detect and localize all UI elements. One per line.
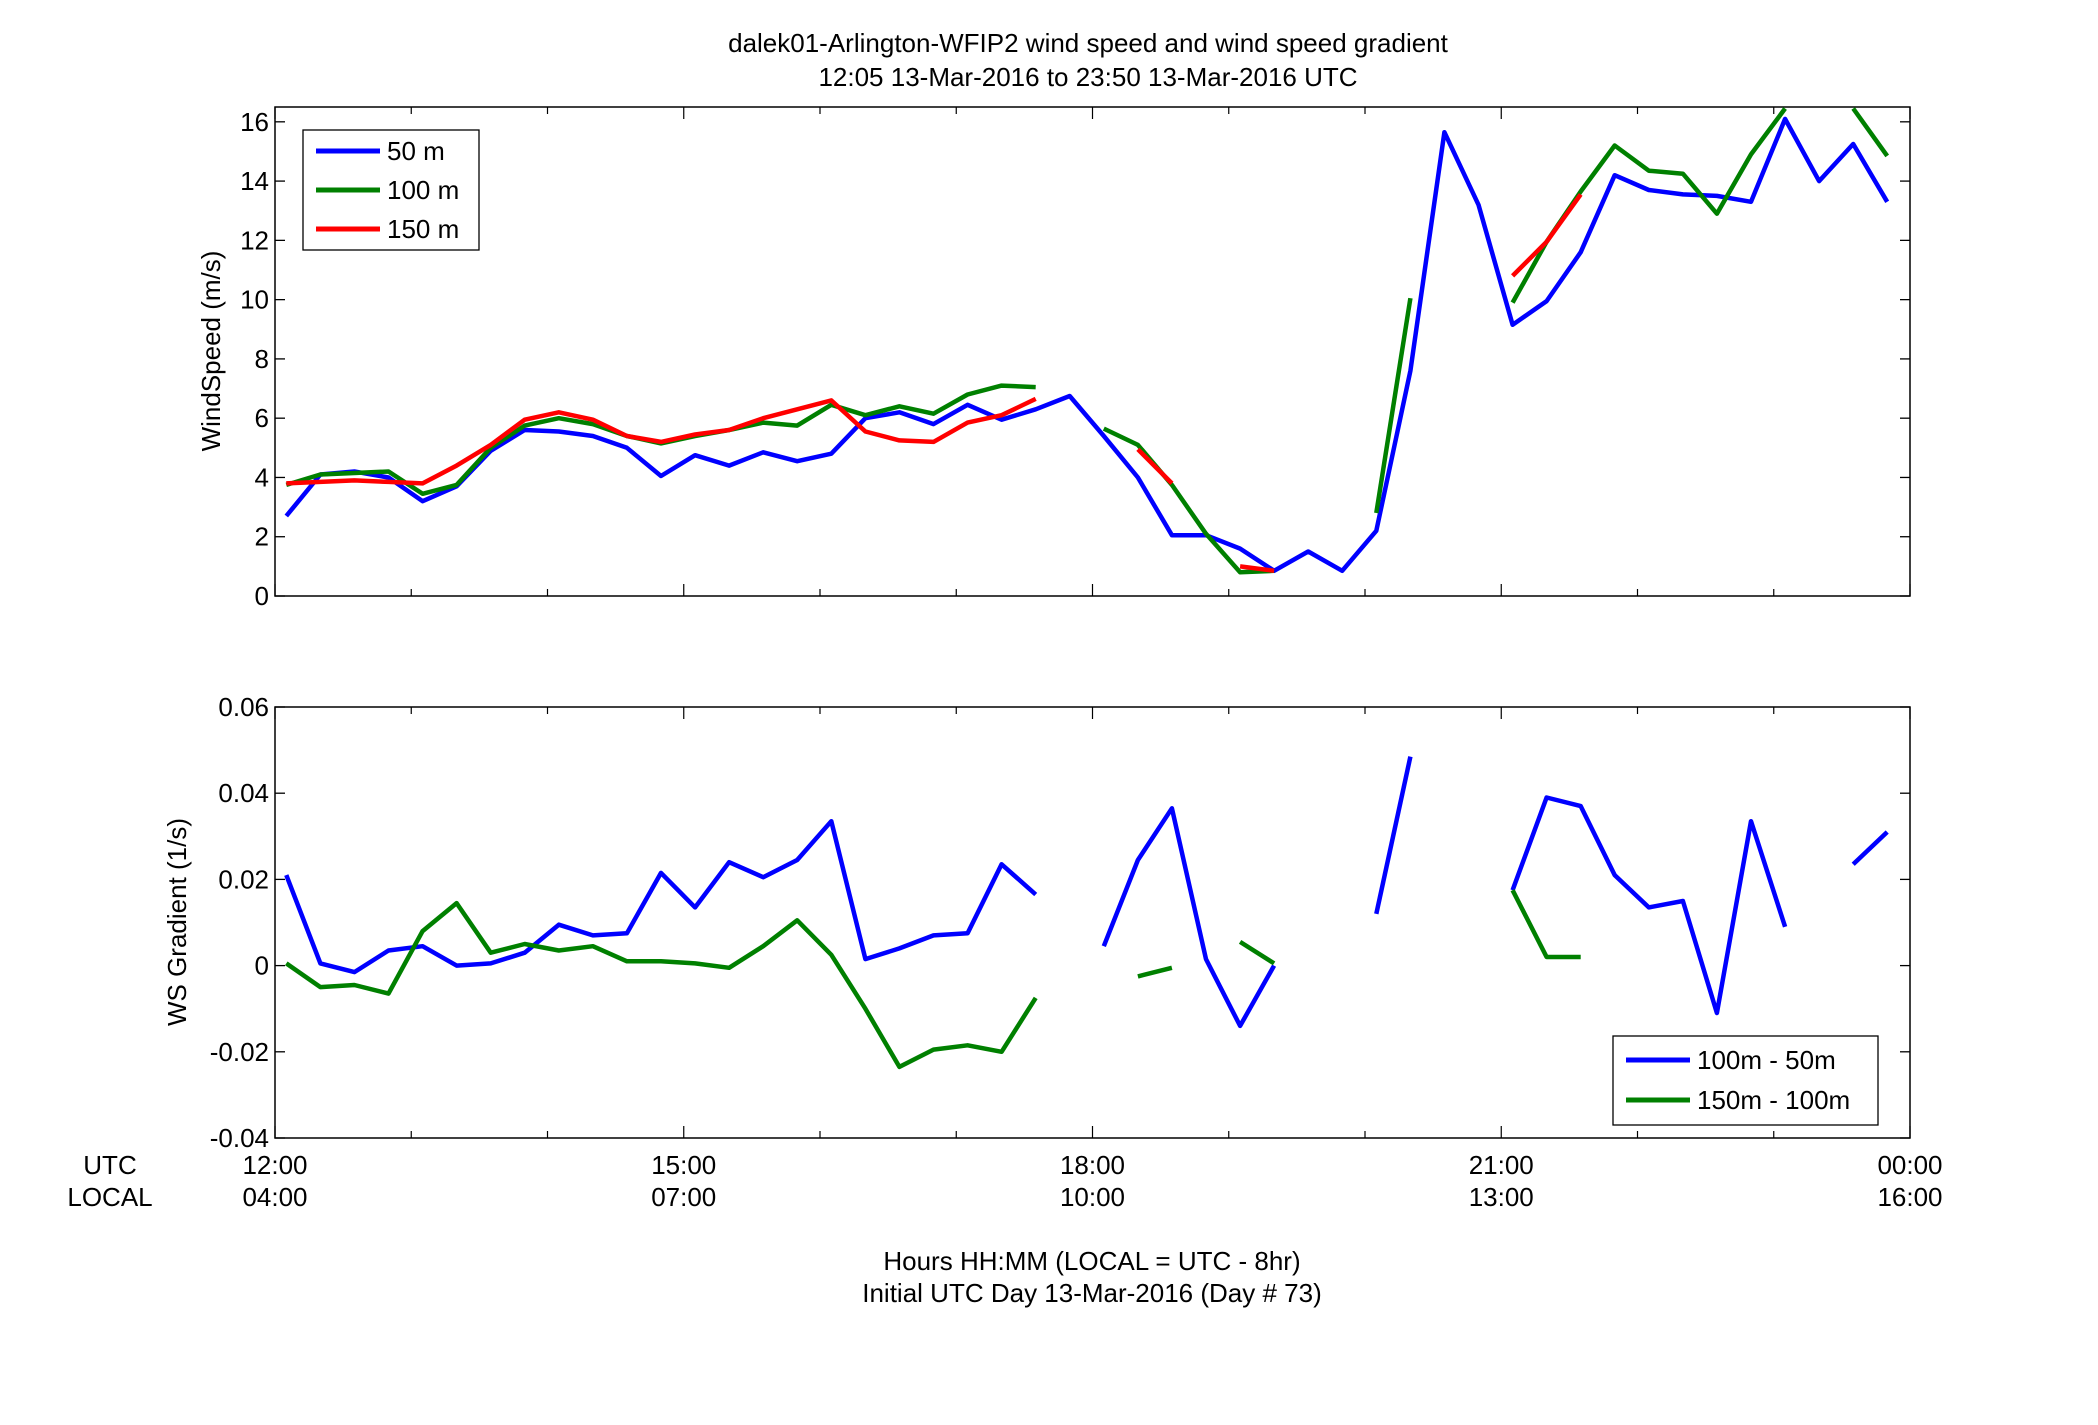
windspeed-series-line-150-m [1239, 564, 1275, 574]
gradient-series-line-100m-50m [1374, 756, 1413, 915]
windspeed-ytick-label: 8 [255, 344, 269, 374]
gradient-series-line-100m-50m [1510, 795, 1788, 1016]
windspeed-ytick-label: 2 [255, 522, 269, 552]
x-tick-label-utc: 15:00 [651, 1150, 716, 1180]
gradient-series-line-100m-50m [1101, 806, 1277, 1029]
gradient-ylabel: WS Gradient (1/s) [162, 818, 192, 1026]
windspeed-ytick-label: 10 [240, 285, 269, 315]
x-axis-label-line-2: Initial UTC Day 13-Mar-2016 (Day # 73) [862, 1278, 1322, 1308]
gradient-yticks: -0.04 -0.02 0 0.02 0.04 0.06 [210, 692, 1910, 1153]
x-tick-label-utc: 12:00 [242, 1150, 307, 1180]
gradient-legend-box [1612, 1035, 1879, 1126]
windspeed-series-line-150-m [1136, 447, 1174, 485]
windspeed-ytick-label: 14 [240, 166, 269, 196]
windspeed-ylabel: WindSpeed (m/s) [196, 251, 226, 452]
x-tick-label-local: 16:00 [1877, 1182, 1942, 1212]
gradient-ytick-label: 0.04 [218, 778, 269, 808]
gradient-series-line-150m-100m [1510, 889, 1581, 960]
gradient-ytick-label: -0.02 [210, 1037, 269, 1067]
windspeed-axes-box [274, 106, 1911, 597]
gradient-xticks [274, 707, 1911, 1138]
windspeed-series-line-50-m [284, 116, 1890, 574]
x-tick-label-utc: 21:00 [1469, 1150, 1534, 1180]
windspeed-series-line-100-m [1374, 297, 1413, 514]
x-axis-label-line-1: Hours HH:MM (LOCAL = UTC - 8hr) [883, 1246, 1300, 1276]
gradient-ytick-label: -0.04 [210, 1123, 269, 1153]
legend-label-50m: 50 m [387, 136, 445, 166]
gradient-series-line-150m-100m [285, 900, 1038, 1070]
windspeed-ytick-label: 16 [240, 107, 269, 137]
legend-label-100m-50m: 100m - 50m [1697, 1045, 1836, 1075]
legend-label-150m-100m: 150m - 100m [1697, 1085, 1850, 1115]
windspeed-panel: 0 2 4 6 8 10 12 14 16 WindSpeed (m/s) 50 m 100 m… [196, 106, 1911, 611]
gradient-series-line-150m-100m [1137, 965, 1173, 979]
x-tick-label-local: 04:00 [242, 1182, 307, 1212]
windspeed-series-layer [284, 107, 1890, 575]
gradient-series-line-100m-50m [1851, 830, 1889, 866]
x-tick-label-local: 10:00 [1060, 1182, 1125, 1212]
windspeed-series-line-100-m [1851, 107, 1890, 158]
windspeed-yticks: 0 2 4 6 8 10 12 14 16 [240, 107, 1910, 611]
gradient-series-line-150m-100m [1238, 939, 1276, 966]
x-tick-label-utc: 18:00 [1060, 1150, 1125, 1180]
x-row-label-local: LOCAL [67, 1182, 152, 1212]
windspeed-xticks [274, 107, 1911, 596]
windspeed-legend: 50 m 100 m 150 m [302, 129, 480, 251]
legend-label-150m: 150 m [387, 214, 459, 244]
windspeed-ytick-label: 6 [255, 403, 269, 433]
gradient-panel: -0.04 -0.02 0 0.02 0.04 0.06 WS Gradient (1/s… [162, 692, 1911, 1153]
gradient-legend: 100m - 50m 150m - 100m [1612, 1035, 1879, 1126]
x-tick-label-local: 07:00 [651, 1182, 716, 1212]
gradient-ytick-label: 0.02 [218, 864, 269, 894]
x-tick-label-local: 13:00 [1469, 1182, 1534, 1212]
windspeed-ytick-label: 0 [255, 581, 269, 611]
x-row-label-utc: UTC [83, 1150, 136, 1180]
windspeed-series-line-150-m [286, 396, 1037, 486]
windspeed-ytick-label: 12 [240, 225, 269, 255]
windspeed-series-line-100-m [1102, 426, 1275, 575]
chart-title-line-2: 12:05 13-Mar-2016 to 23:50 13-Mar-2016 U… [818, 62, 1357, 92]
chart-title-line-1: dalek01-Arlington-WFIP2 wind speed and w… [728, 28, 1449, 58]
x-tick-label-utc: 00:00 [1877, 1150, 1942, 1180]
gradient-ytick-label: 0 [255, 951, 269, 981]
legend-label-100m: 100 m [387, 175, 459, 205]
gradient-series-layer [284, 756, 1889, 1070]
windspeed-ytick-label: 4 [255, 462, 269, 492]
gradient-ytick-label: 0.06 [218, 692, 269, 722]
windspeed-series-line-150-m [1511, 193, 1583, 278]
